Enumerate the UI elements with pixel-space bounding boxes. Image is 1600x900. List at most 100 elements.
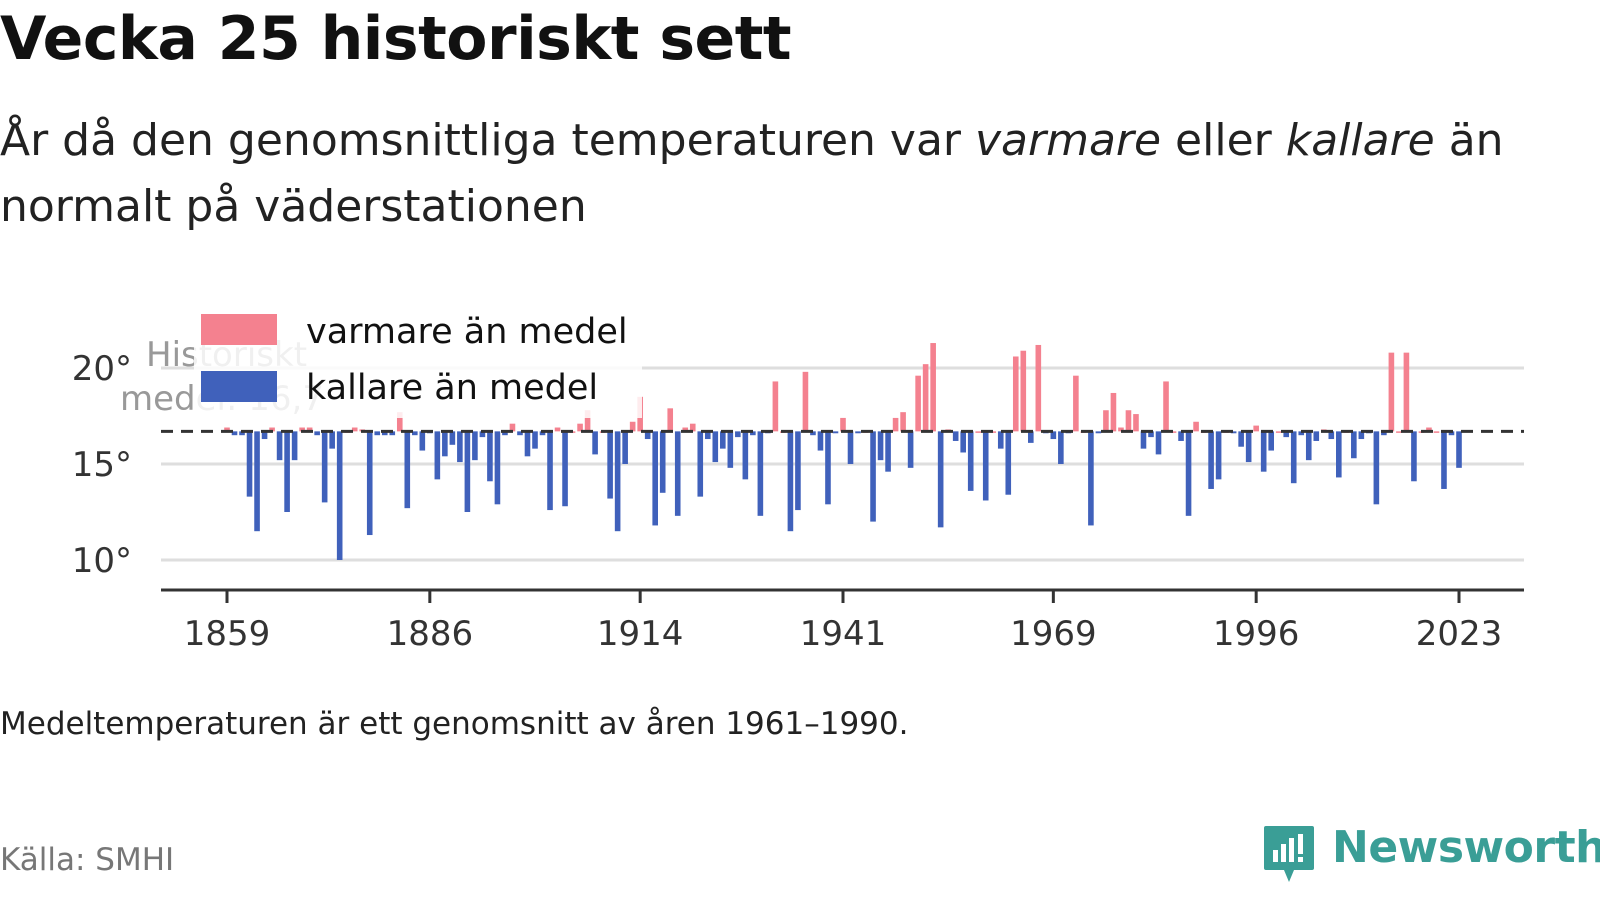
bar-1865 [269, 427, 275, 432]
bar-2016 [1403, 352, 1410, 432]
bar-1872 [321, 431, 328, 503]
bar-1904 [562, 431, 568, 507]
bar-1954 [937, 431, 944, 528]
subtitle-part-1: År då den genomsnittliga temperaturen va… [0, 115, 975, 166]
bar-2010 [1358, 431, 1365, 440]
bar-1943 [855, 431, 861, 434]
bar-1920 [682, 427, 689, 432]
bar-1957 [960, 431, 966, 453]
bar-1956 [952, 431, 959, 441]
bar-1974 [1088, 431, 1094, 526]
bar-2012 [1373, 431, 1380, 505]
bar-1879 [374, 431, 381, 436]
bar-1937 [810, 431, 816, 436]
chart-subtitle: År då den genomsnittliga temperaturen va… [0, 108, 1560, 240]
bar-1946 [877, 431, 884, 461]
bar-2015 [1396, 431, 1402, 433]
bar-1861 [239, 431, 245, 436]
bar-1979 [1125, 410, 1132, 432]
bar-1866 [276, 431, 283, 461]
bar-1951 [915, 375, 921, 432]
bar-1967 [1035, 344, 1042, 432]
bar-1994 [1238, 431, 1244, 447]
bar-1900 [532, 431, 538, 449]
bar-1977 [1110, 392, 1117, 432]
x-tick-label-2023: 2023 [1416, 614, 1503, 654]
bar-1962 [997, 431, 1004, 449]
bar-1975 [1095, 431, 1102, 434]
y-axis-ticks: 10° 15° 20° [72, 349, 132, 581]
legend: varmare än medel kallare än medel [194, 306, 642, 418]
bar-2001 [1290, 431, 1297, 484]
bar-1960 [982, 431, 989, 501]
bar-1878 [366, 431, 373, 536]
bar-1939 [825, 431, 831, 505]
bar-1990 [1208, 431, 1214, 489]
bar-1976 [1103, 410, 1109, 432]
bar-1948 [892, 417, 899, 432]
bar-1885 [419, 431, 426, 451]
bar-1926 [727, 431, 734, 468]
bar-1924 [712, 431, 719, 463]
bar-1919 [674, 431, 681, 516]
bar-1935 [795, 431, 801, 511]
x-tick-label-1886: 1886 [387, 614, 474, 654]
bar-1941 [840, 417, 846, 432]
bar-1958 [967, 431, 974, 491]
bar-1986 [1178, 431, 1184, 441]
bar-1908 [592, 431, 598, 455]
bar-1922 [697, 431, 704, 497]
bar-1982 [1148, 431, 1154, 438]
bar-1907 [584, 410, 591, 432]
bar-1893 [479, 431, 486, 438]
bar-1868 [291, 431, 298, 461]
bar-1874 [336, 431, 343, 560]
bar-1910 [607, 431, 613, 499]
bar-1864 [261, 431, 268, 440]
bar-2000 [1283, 431, 1290, 438]
bar-1983 [1155, 431, 1162, 455]
bar-2020 [1433, 431, 1440, 433]
bar-1999 [1275, 431, 1282, 433]
bar-1965 [1020, 350, 1027, 432]
bar-1898 [517, 431, 523, 436]
bar-1862 [246, 431, 253, 497]
bar-2004 [1313, 431, 1320, 441]
bar-1876 [351, 427, 358, 432]
bar-1985 [1170, 431, 1177, 433]
bar-1929 [750, 431, 756, 436]
bar-1988 [1193, 421, 1199, 432]
bar-1945 [870, 431, 876, 522]
subtitle-part-3: än normalt på väderstationen [0, 115, 1504, 232]
bar-1952 [922, 364, 929, 432]
bar-1883 [404, 431, 411, 509]
y-tick-label-10: 10° [72, 541, 132, 581]
bar-1940 [832, 431, 839, 434]
bar-1890 [457, 431, 463, 463]
newsworthy-logo-icon [1264, 826, 1314, 882]
bar-1996 [1253, 425, 1259, 432]
bar-1923 [704, 431, 711, 440]
bar-1880 [381, 431, 388, 436]
bar-1984 [1163, 381, 1169, 432]
bar-1884 [412, 431, 418, 436]
temperature-bar-chart: 10°15°20° Historiskt medel: 16,7 1859188… [72, 306, 1524, 654]
bar-1963 [1005, 431, 1012, 495]
bar-1902 [547, 431, 553, 511]
bar-1995 [1245, 431, 1252, 463]
bar-1911 [614, 431, 621, 532]
bar-2017 [1411, 431, 1417, 482]
bar-1871 [314, 431, 320, 436]
bar-2006 [1328, 431, 1335, 440]
bar-1991 [1215, 431, 1222, 480]
bar-2013 [1381, 431, 1387, 436]
bar-1882 [396, 412, 403, 432]
bar-1891 [464, 431, 471, 512]
bar-1859 [224, 427, 230, 432]
bar-1928 [742, 431, 749, 480]
bar-1980 [1133, 414, 1139, 432]
bar-1889 [449, 431, 456, 445]
subtitle-part-2: eller [1161, 115, 1286, 166]
bar-1903 [554, 427, 561, 432]
newsworthy-brand: Newsworthy [1262, 822, 1600, 888]
